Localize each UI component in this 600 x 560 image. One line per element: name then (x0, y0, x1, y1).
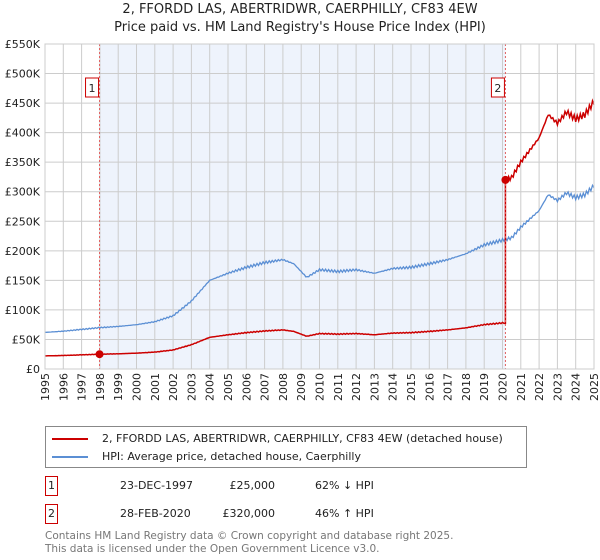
x-tick-label: 2023 (551, 373, 564, 401)
sale-hpi: 62% ↓ HPI (315, 479, 374, 492)
x-tick-label: 2022 (533, 373, 546, 401)
y-tick-label: £550K (5, 38, 41, 51)
sale-date: 23-DEC-1997 (120, 479, 194, 492)
y-tick-label: £100K (5, 304, 41, 317)
sale-row: 1 23-DEC-1997 £25,000 62% ↓ HPI (45, 476, 445, 496)
footer-line1: Contains HM Land Registry data © Crown c… (45, 530, 454, 542)
x-tick-label: 2025 (588, 373, 600, 401)
x-tick-label: 1997 (76, 373, 89, 401)
x-tick-label: 2004 (204, 373, 217, 401)
footer: Contains HM Land Registry data © Crown c… (45, 530, 453, 556)
sale-marker-box (85, 77, 100, 98)
x-tick-label: 2011 (332, 373, 345, 401)
legend-hpi: HPI: Average price, detached house, Caer… (102, 450, 361, 463)
x-tick-label: 1998 (94, 373, 107, 401)
price-paid-line (45, 98, 595, 357)
x-tick-label: 2005 (222, 373, 235, 401)
x-tick-label: 1999 (112, 373, 125, 401)
x-tick-label: 2024 (570, 373, 583, 401)
sale-row: 2 28-FEB-2020 £320,000 46% ↑ HPI (45, 504, 445, 524)
y-tick-label: £0 (26, 363, 40, 376)
sale-marker-number: 1 (89, 82, 96, 95)
y-tick-label: £350K (5, 156, 41, 169)
y-tick-label: £200K (5, 245, 41, 258)
sale-marker-box (490, 77, 505, 98)
sale-price: £320,000 (222, 507, 276, 520)
chart-title: 2, FFORDD LAS, ABERTRIDWR, CAERPHILLY, C… (122, 2, 478, 17)
sale-price: £25,000 (229, 479, 276, 492)
sale-marker-number: 2 (494, 82, 501, 95)
x-tick-label: 2009 (295, 373, 308, 401)
hpi-line (45, 183, 595, 333)
x-tick-label: 2013 (368, 373, 381, 401)
sale-point (501, 175, 510, 184)
sale-hpi: 46% ↑ HPI (315, 507, 374, 520)
legend-blue-line (52, 455, 88, 458)
y-tick-label: £500K (5, 68, 41, 81)
x-tick-label: 2010 (314, 373, 327, 401)
x-tick-label: 2017 (442, 373, 455, 401)
x-tick-label: 1995 (39, 373, 52, 401)
legend-property: 2, FFORDD LAS, ABERTRIDWR, CAERPHILLY, C… (102, 432, 503, 445)
x-tick-label: 1996 (57, 373, 70, 401)
legend-red-line (52, 437, 88, 440)
x-tick-label: 2006 (240, 373, 253, 401)
sale-marker-label: 1 (45, 476, 58, 496)
sale-point (95, 350, 104, 359)
y-tick-label: £450K (5, 97, 41, 110)
x-tick-label: 2003 (185, 373, 198, 401)
x-tick-label: 2001 (149, 373, 162, 401)
x-tick-label: 2019 (478, 373, 491, 401)
y-tick-label: £250K (5, 215, 41, 228)
x-tick-label: 2016 (423, 373, 436, 401)
chart-subtitle: Price paid vs. HM Land Registry's House … (114, 20, 486, 35)
y-tick-label: £300K (5, 186, 41, 199)
x-tick-label: 2021 (515, 373, 528, 401)
x-tick-label: 2018 (460, 373, 473, 401)
x-tick-label: 2020 (497, 373, 510, 401)
x-tick-label: 2015 (405, 373, 418, 401)
x-tick-label: 2008 (277, 373, 290, 401)
x-tick-label: 2002 (167, 373, 180, 401)
x-tick-label: 2014 (387, 373, 400, 401)
y-tick-label: £150K (5, 274, 41, 287)
sale-date: 28-FEB-2020 (120, 507, 191, 520)
legend: 2, FFORDD LAS, ABERTRIDWR, CAERPHILLY, C… (45, 426, 527, 468)
x-tick-label: 2012 (350, 373, 363, 401)
shaded-ownership-region (99, 44, 506, 369)
plot-border (44, 43, 595, 370)
y-tick-label: £50K (12, 333, 41, 346)
x-tick-label: 2000 (131, 373, 144, 401)
footer-line2: This data is licensed under the Open Gov… (45, 543, 380, 555)
sale-marker-label: 2 (45, 504, 58, 524)
y-tick-label: £400K (5, 127, 41, 140)
chart-plot: 1995 1996 1997 1998 1999 2000 2001 2002 2003 2004… (5, 38, 600, 401)
x-tick-label: 2007 (259, 373, 272, 401)
